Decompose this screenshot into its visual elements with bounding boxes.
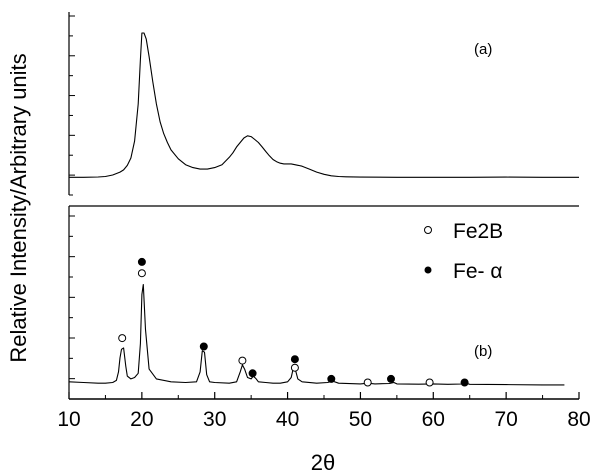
fe2b-marker — [363, 378, 372, 387]
legend: Fe2B Fe- α — [424, 220, 503, 283]
fe2b-marker — [290, 363, 299, 372]
x-tick-label: 20 — [130, 408, 153, 431]
fe-alpha-marker — [460, 378, 469, 387]
x-tick-label: 10 — [57, 408, 80, 431]
legend-label-fe-alpha: Fe- α — [453, 260, 502, 283]
fe2b-marker — [425, 378, 434, 387]
legend-label-fe2b: Fe2B — [453, 220, 503, 243]
phase-markers — [118, 257, 469, 387]
x-tick-label: 30 — [203, 408, 226, 431]
x-tick-label: 80 — [567, 408, 590, 431]
panel-b-series — [68, 283, 565, 386]
fe2b-marker — [118, 334, 127, 343]
x-ticks: 10 20 30 40 50 60 70 80 — [57, 392, 591, 431]
x-tick-label: 40 — [276, 408, 299, 431]
diffraction-curve-b — [68, 283, 565, 386]
panel-a-label: (a) — [474, 41, 492, 58]
fe-alpha-marker — [199, 342, 208, 351]
fe2b-marker — [137, 269, 146, 278]
fe-alpha-marker — [248, 369, 257, 378]
fe2b-marker — [238, 356, 247, 365]
panel-b-label: (b) — [474, 343, 492, 360]
diffraction-curve-a — [69, 32, 579, 178]
x-tick-label: 60 — [422, 408, 445, 431]
legend-marker-fe2b — [424, 226, 432, 234]
panel-a-series — [69, 32, 579, 178]
fe-alpha-marker — [137, 257, 146, 266]
fe-alpha-marker — [290, 355, 299, 364]
y-axis-title: Relative Intensity/Arbitrary units — [6, 53, 31, 362]
x-axis-title: 2θ — [311, 450, 335, 475]
fe-alpha-marker — [327, 374, 336, 383]
fe-alpha-marker — [387, 374, 395, 383]
x-tick-label: 70 — [494, 408, 517, 431]
x-tick-label: 50 — [349, 408, 372, 431]
legend-marker-fe-alpha — [424, 266, 432, 274]
y-minor-ticks — [69, 15, 75, 400]
